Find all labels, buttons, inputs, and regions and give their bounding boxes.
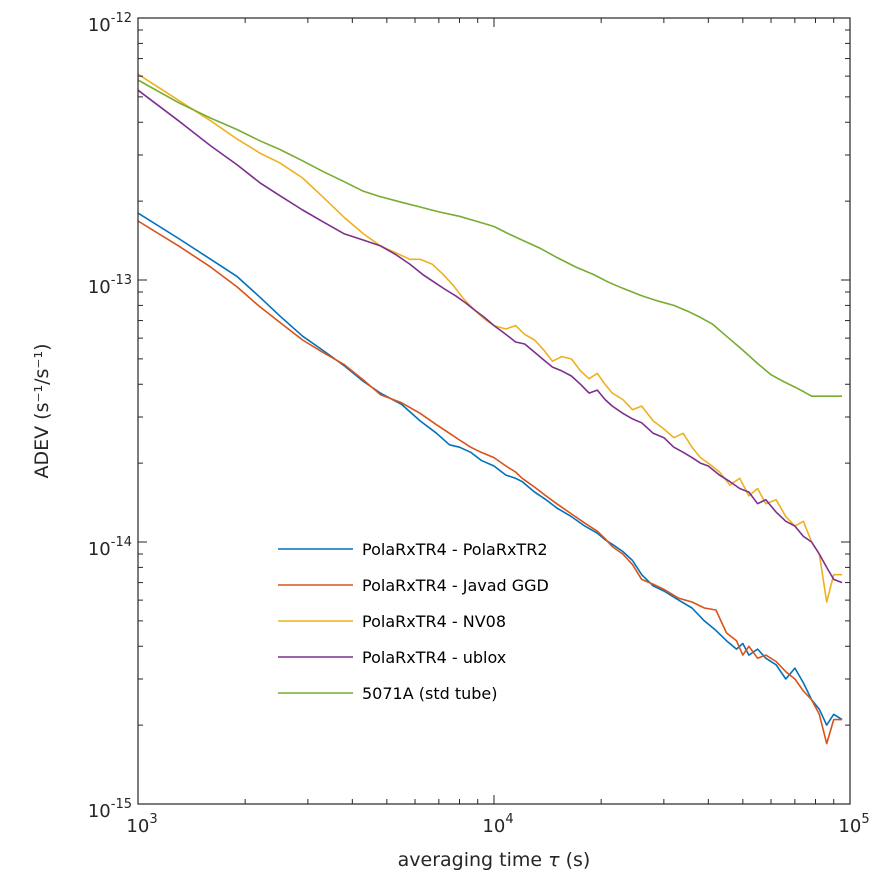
x-tick-label: 104	[482, 812, 513, 837]
legend-label-4: PolaRxTR4 - ublox	[362, 648, 506, 667]
y-axis-label: ADEV (s⁻¹/s⁻¹)	[31, 344, 53, 479]
x-tick-label-base: 10	[126, 816, 149, 837]
x-tick-label-base: 10	[482, 816, 505, 837]
legend-label-2: PolaRxTR4 - Javad GGD	[362, 576, 549, 595]
x-tick-label-exponent: 3	[149, 812, 157, 827]
series-line-4	[137, 89, 843, 584]
legend: PolaRxTR4 - PolaRxTR2 PolaRxTR4 - Javad G…	[278, 540, 549, 703]
y-tick-label: 10-14	[88, 535, 132, 560]
legend-label-3: PolaRxTR4 - NV08	[362, 612, 506, 631]
legend-label-1: PolaRxTR4 - PolaRxTR2	[362, 540, 548, 559]
y-tick-label-base: 10	[88, 277, 111, 298]
y-tick-label-exponent: -15	[111, 797, 132, 812]
series-line-1	[137, 212, 843, 726]
y-tick-label-base: 10	[88, 15, 111, 36]
y-tick-label-exponent: -12	[111, 11, 132, 26]
y-tick-label-base: 10	[88, 801, 111, 822]
x-axis-label-text: averaging time	[398, 849, 542, 871]
y-tick-label-exponent: -14	[111, 535, 132, 550]
x-axis-label: averaging time τ (s)	[398, 849, 591, 871]
y-tick-label: 10-15	[88, 797, 132, 822]
series-layer	[137, 73, 843, 745]
x-tick-label: 105	[838, 812, 869, 837]
x-tick-label: 103	[126, 812, 157, 837]
y-tick-label: 10-12	[88, 11, 132, 36]
series-line-3	[137, 73, 843, 603]
x-tick-label-exponent: 4	[505, 812, 513, 827]
x-axis-label-unit: (s)	[566, 849, 591, 871]
x-axis-label-symbol: τ	[548, 849, 560, 871]
tick-layer	[137, 17, 851, 805]
x-tick-label-exponent: 5	[861, 812, 869, 827]
y-tick-label-base: 10	[88, 539, 111, 560]
series-line-5	[137, 79, 843, 398]
y-tick-label-exponent: -13	[111, 273, 132, 288]
y-tick-label: 10-13	[88, 273, 132, 298]
legend-label-5: 5071A (std tube)	[362, 684, 498, 703]
plot-area	[138, 18, 850, 804]
series-line-2	[137, 220, 843, 745]
x-tick-label-base: 10	[838, 816, 861, 837]
